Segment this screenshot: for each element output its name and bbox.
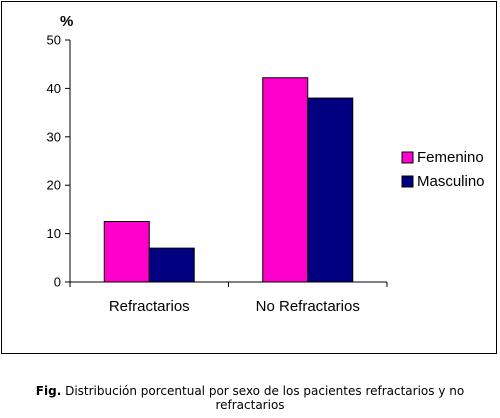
chart-frame: % 0 10 20 30 40 50 Refractarios No Refractario… (1, 1, 497, 354)
legend: Femenino Masculino (401, 149, 485, 190)
bars (103, 77, 354, 283)
y-unit-label: % (60, 13, 73, 30)
bar-chart: % 0 10 20 30 40 50 Refractarios No Refractario… (47, 13, 485, 315)
y-tick-label: 30 (47, 129, 61, 144)
y-tick-label: 50 (47, 33, 61, 48)
legend-swatch (401, 151, 414, 164)
bar-femenino-1 (262, 77, 309, 283)
legend-label: Femenino (417, 149, 484, 166)
y-axis: 0 10 20 30 40 50 (47, 33, 71, 290)
figure-caption: Fig. Distribución porcentual por sexo de… (0, 384, 500, 412)
legend-label: Masculino (417, 173, 485, 190)
x-category-label: Refractarios (109, 298, 190, 315)
y-tick-label: 10 (47, 226, 61, 241)
bar-femenino-0 (103, 221, 150, 283)
x-category-label: No Refractarios (256, 298, 360, 315)
legend-swatch (401, 175, 414, 188)
caption-prefix: Fig. (35, 384, 62, 398)
y-tick-label: 40 (47, 81, 61, 96)
y-tick-label: 0 (54, 275, 61, 290)
caption-text: Distribución porcentual por sexo de los … (61, 384, 465, 412)
x-axis: Refractarios No Refractarios (69, 281, 388, 315)
y-tick-label: 20 (47, 178, 61, 193)
bar-masculino-0 (148, 247, 195, 283)
bar-masculino-1 (307, 97, 354, 283)
